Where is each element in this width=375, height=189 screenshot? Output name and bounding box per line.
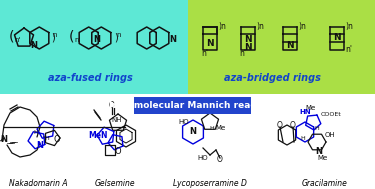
Text: N: N	[0, 135, 8, 143]
Text: N: N	[36, 140, 44, 149]
Text: )n: )n	[345, 22, 353, 32]
Text: Nakadomarin A: Nakadomarin A	[9, 180, 68, 188]
Text: N: N	[206, 40, 214, 49]
Text: n': n'	[240, 50, 246, 59]
Text: Intramolecular Mannich reaction: Intramolecular Mannich reaction	[109, 101, 276, 110]
Text: N: N	[189, 128, 196, 136]
Text: NH: NH	[112, 117, 122, 123]
Text: MeN: MeN	[88, 132, 108, 140]
Bar	[188, 0, 375, 94]
Text: n': n'	[201, 50, 208, 59]
Text: O: O	[290, 121, 296, 129]
FancyBboxPatch shape	[134, 97, 251, 114]
Text: Me: Me	[215, 125, 225, 131]
Text: )n: )n	[256, 22, 264, 32]
Text: aza-bridged rings: aza-bridged rings	[224, 73, 320, 83]
Text: n: n	[53, 32, 57, 38]
Text: H: H	[34, 130, 38, 136]
Text: aza-fused rings: aza-fused rings	[48, 73, 132, 83]
Text: )n: )n	[218, 22, 226, 32]
Text: n': n'	[345, 46, 352, 54]
Text: O: O	[217, 156, 223, 164]
Text: ): )	[114, 33, 118, 43]
Text: N: N	[170, 36, 177, 44]
Text: N: N	[333, 33, 341, 43]
Text: n': n'	[75, 37, 81, 43]
Text: COOEt: COOEt	[321, 112, 342, 116]
Text: O: O	[277, 121, 283, 129]
Text: Me: Me	[306, 105, 316, 111]
Text: H: H	[210, 125, 214, 130]
Text: N: N	[315, 147, 322, 156]
Text: Gelsemine: Gelsemine	[94, 180, 135, 188]
Text: (: (	[69, 30, 75, 44]
Text: HN: HN	[299, 109, 311, 115]
Text: N: N	[93, 36, 100, 44]
Text: "H: "H	[42, 136, 50, 140]
Text: H: H	[198, 109, 202, 115]
Text: n: n	[117, 32, 121, 38]
Text: (: (	[9, 30, 15, 44]
Text: H: H	[301, 136, 305, 140]
Text: HO: HO	[198, 155, 208, 161]
Text: HO: HO	[178, 119, 189, 125]
Text: ): )	[51, 33, 55, 43]
Text: Lycoposerramine D: Lycoposerramine D	[173, 180, 247, 188]
Text: )n: )n	[298, 22, 306, 32]
Bar	[0, 0, 188, 94]
Text: N: N	[244, 35, 252, 43]
Text: Me: Me	[318, 155, 328, 161]
Text: N: N	[286, 42, 294, 50]
Text: H: H	[315, 125, 320, 130]
Text: N: N	[244, 43, 252, 51]
Text: O: O	[54, 136, 60, 145]
Text: OH: OH	[325, 132, 336, 138]
Text: O: O	[109, 101, 115, 111]
Text: N: N	[30, 40, 38, 50]
Text: Gracilamine: Gracilamine	[302, 180, 348, 188]
Text: n': n'	[15, 37, 21, 43]
Text: O: O	[115, 146, 122, 156]
